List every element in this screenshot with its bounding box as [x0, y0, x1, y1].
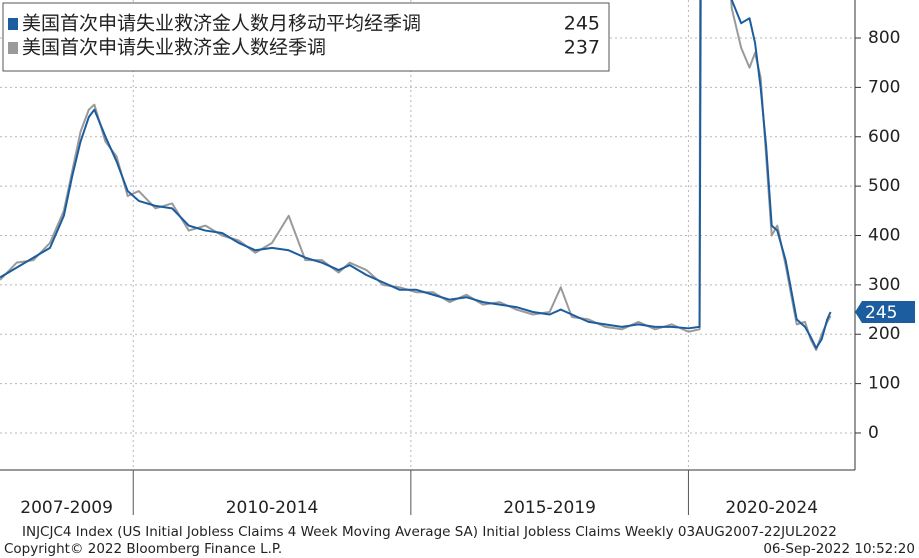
period-label: 2015-2019 [503, 498, 596, 518]
y-tick-label: 500 [868, 176, 900, 196]
last-value-tag [855, 301, 915, 324]
legend-value: 245 [564, 13, 600, 35]
y-tick-label: 100 [868, 374, 900, 394]
y-tick-label: 800 [868, 28, 900, 48]
footer-copyright: Copyright© 2022 Bloomberg Finance L.P. [4, 541, 282, 557]
y-tick-label: 600 [868, 127, 900, 147]
footer-description: INJCJC4 Index (US Initial Jobless Claims… [22, 524, 837, 540]
y-tick-label: 300 [868, 275, 900, 295]
y-tick-label: 200 [868, 324, 900, 344]
grid [0, 0, 855, 470]
legend-label: 美国首次申请失业救济金人数经季调 [22, 37, 326, 59]
footer-timestamp: 06-Sep-2022 10:52:20 [763, 541, 915, 557]
legend-box [2, 2, 610, 72]
last-value-label: 245 [865, 303, 897, 323]
y-tick-label: 0 [868, 423, 879, 443]
legend-value: 237 [564, 37, 600, 59]
y-tick-label: 400 [868, 225, 900, 245]
legend-swatch [8, 18, 18, 30]
y-tick-label: 700 [868, 77, 900, 97]
period-label: 2010-2014 [226, 498, 319, 518]
period-label: 2007-2009 [20, 498, 113, 518]
legend: 美国首次申请失业救济金人数月移动平均经季调 245 美国首次申请失业救济金人数经季调… [2, 2, 610, 72]
period-label: 2020-2024 [725, 498, 818, 518]
series-line [0, 0, 832, 350]
legend-label: 美国首次申请失业救济金人数月移动平均经季调 [22, 13, 421, 35]
plot-area [0, 0, 832, 352]
legend-swatch [8, 42, 18, 54]
